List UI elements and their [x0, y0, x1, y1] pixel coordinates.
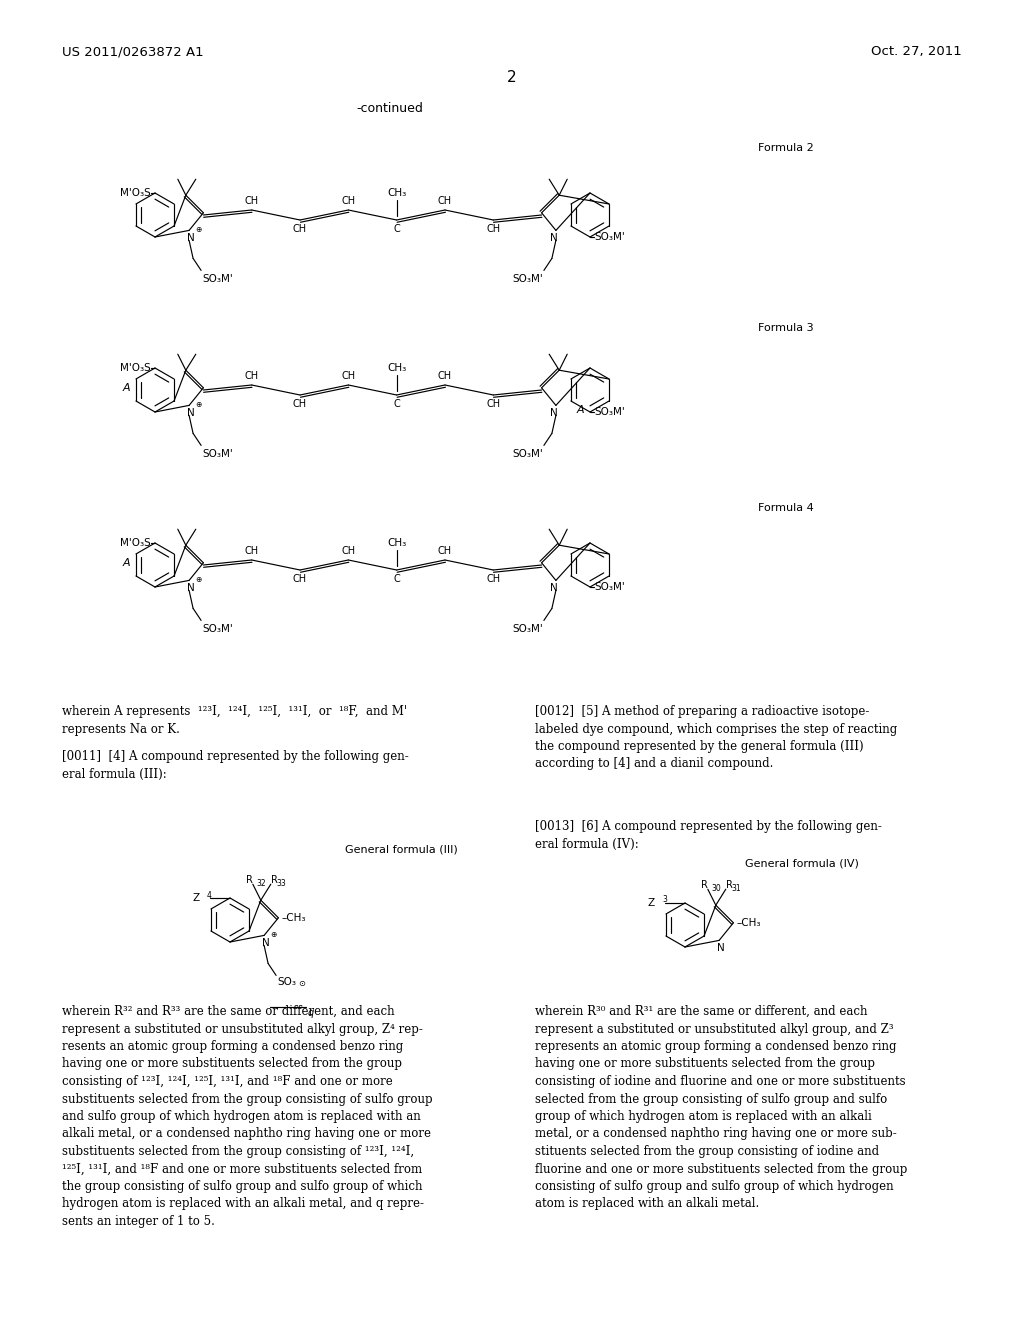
Text: CH: CH: [341, 371, 355, 381]
Text: CH: CH: [341, 546, 355, 556]
Text: 33: 33: [276, 879, 287, 888]
Text: M'O₃S: M'O₃S: [120, 363, 151, 374]
Text: CH₃: CH₃: [387, 363, 407, 374]
Text: CH: CH: [486, 399, 501, 409]
Text: wherein R³⁰ and R³¹ are the same or different, and each
represent a substituted : wherein R³⁰ and R³¹ are the same or diff…: [535, 1005, 907, 1210]
Text: q: q: [307, 1008, 313, 1019]
Text: [0012]  [5] A method of preparing a radioactive isotope-
labeled dye compound, w: [0012] [5] A method of preparing a radio…: [535, 705, 897, 771]
Text: CH: CH: [486, 574, 501, 583]
Text: CH: CH: [245, 195, 259, 206]
Text: R: R: [246, 875, 253, 886]
Text: CH: CH: [341, 195, 355, 206]
Text: N: N: [717, 944, 725, 953]
Text: ⊕: ⊕: [270, 929, 276, 939]
Text: wherein R³² and R³³ are the same or different, and each
represent a substituted : wherein R³² and R³³ are the same or diff…: [62, 1005, 432, 1228]
Text: N: N: [550, 234, 558, 243]
Text: General formula (III): General formula (III): [345, 845, 458, 855]
Text: SO₃M': SO₃M': [594, 232, 625, 242]
Text: SO₃M': SO₃M': [594, 407, 625, 417]
Text: Z: Z: [648, 898, 655, 908]
Text: N: N: [262, 939, 270, 948]
Text: Formula 4: Formula 4: [758, 503, 814, 513]
Text: 4: 4: [207, 891, 212, 899]
Text: N: N: [550, 583, 558, 594]
Text: SO₃M': SO₃M': [512, 275, 543, 284]
Text: CH: CH: [438, 546, 452, 556]
Text: A: A: [122, 383, 130, 393]
Text: CH: CH: [245, 371, 259, 381]
Text: SO₃M': SO₃M': [512, 449, 543, 459]
Text: CH₃: CH₃: [387, 187, 407, 198]
Text: wherein A represents  ¹²³I,  ¹²⁴I,  ¹²⁵I,  ¹³¹I,  or  ¹⁸F,  and M'
represents Na: wherein A represents ¹²³I, ¹²⁴I, ¹²⁵I, ¹…: [62, 705, 407, 735]
Text: A: A: [122, 558, 130, 568]
Text: C: C: [393, 574, 400, 583]
Text: R: R: [700, 880, 708, 890]
Text: N: N: [187, 583, 195, 594]
Text: R: R: [270, 875, 278, 886]
Text: SO₃: SO₃: [278, 977, 296, 987]
Text: ⊙: ⊙: [298, 979, 305, 989]
Text: ⊕: ⊕: [195, 400, 202, 409]
Text: SO₃M': SO₃M': [202, 624, 232, 635]
Text: N: N: [187, 408, 195, 418]
Text: CH: CH: [293, 399, 307, 409]
Text: CH: CH: [486, 224, 501, 234]
Text: Oct. 27, 2011: Oct. 27, 2011: [871, 45, 962, 58]
Text: [0013]  [6] A compound represented by the following gen-
eral formula (IV):: [0013] [6] A compound represented by the…: [535, 820, 882, 850]
Text: C: C: [393, 399, 400, 409]
Text: SO₃M': SO₃M': [202, 275, 232, 284]
Text: 32: 32: [257, 879, 266, 888]
Text: SO₃M': SO₃M': [512, 624, 543, 635]
Text: M'O₃S: M'O₃S: [120, 187, 151, 198]
Text: Z: Z: [193, 894, 200, 903]
Text: –CH₃: –CH₃: [282, 913, 306, 923]
Text: N: N: [550, 408, 558, 418]
Text: CH: CH: [438, 195, 452, 206]
Text: 3: 3: [662, 895, 667, 904]
Text: 30: 30: [712, 883, 722, 892]
Text: ⊕: ⊕: [195, 576, 202, 583]
Text: 2: 2: [507, 70, 517, 86]
Text: SO₃M': SO₃M': [594, 582, 625, 591]
Text: R: R: [726, 880, 733, 890]
Text: N: N: [187, 234, 195, 243]
Text: CH₃: CH₃: [387, 539, 407, 548]
Text: A: A: [577, 405, 585, 414]
Text: 31: 31: [732, 883, 741, 892]
Text: [0011]  [4] A compound represented by the following gen-
eral formula (III):: [0011] [4] A compound represented by the…: [62, 750, 409, 780]
Text: CH: CH: [293, 574, 307, 583]
Text: -continued: -continued: [356, 102, 424, 115]
Text: M'O₃S: M'O₃S: [120, 539, 151, 548]
Text: CH: CH: [438, 371, 452, 381]
Text: C: C: [393, 224, 400, 234]
Text: General formula (IV): General formula (IV): [745, 858, 859, 869]
Text: US 2011/0263872 A1: US 2011/0263872 A1: [62, 45, 204, 58]
Text: CH: CH: [245, 546, 259, 556]
Text: Formula 2: Formula 2: [758, 143, 814, 153]
Text: CH: CH: [293, 224, 307, 234]
Text: –CH₃: –CH₃: [736, 917, 761, 928]
Text: Formula 3: Formula 3: [758, 323, 814, 333]
Text: SO₃M': SO₃M': [202, 449, 232, 459]
Text: ⊕: ⊕: [195, 224, 202, 234]
